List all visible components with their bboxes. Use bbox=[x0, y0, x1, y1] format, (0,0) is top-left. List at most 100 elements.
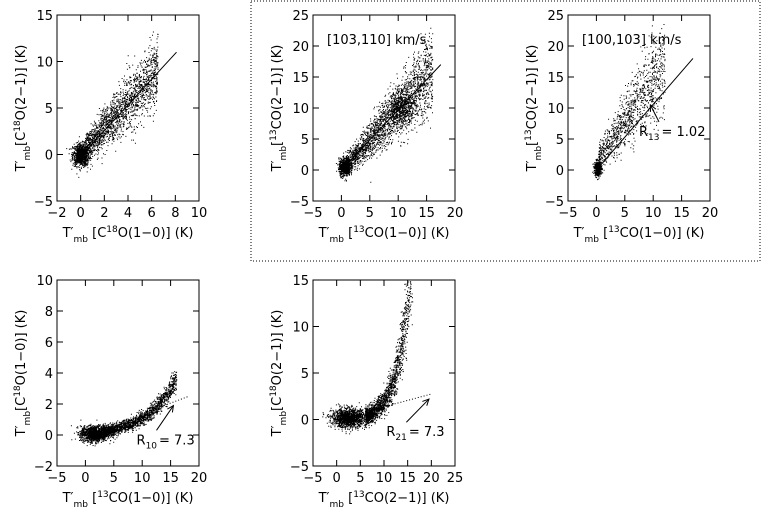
scatter-points bbox=[592, 24, 666, 181]
y-tick-label: 20 bbox=[292, 40, 309, 55]
y-tick-label: 10 bbox=[547, 102, 564, 117]
x-tick-label: 20 bbox=[702, 206, 719, 221]
scatter-points bbox=[70, 371, 178, 447]
x-tick-label: 6 bbox=[148, 206, 156, 221]
x-tick-label: 0 bbox=[77, 206, 85, 221]
y-tick-label: 10 bbox=[36, 56, 53, 71]
y-tick-label: 8 bbox=[45, 305, 53, 320]
fit-line bbox=[85, 396, 188, 436]
x-tick-label: 5 bbox=[110, 471, 118, 486]
y-tick-label: −5 bbox=[290, 195, 309, 210]
y-axis-label: T′mb[C18O(2−1)] (K) bbox=[13, 45, 33, 173]
ratio-label: R21 = 7.3 bbox=[386, 425, 444, 443]
x-axis-label: T′mb [C18O(1−0)] (K) bbox=[62, 225, 194, 245]
y-tick-label: 15 bbox=[36, 9, 53, 24]
scatter-point-cloud bbox=[335, 27, 434, 183]
ratio-arrow bbox=[649, 104, 660, 123]
x-tick-label: 8 bbox=[171, 206, 179, 221]
x-tick-label: 10 bbox=[376, 471, 393, 486]
x-tick-label: −5 bbox=[558, 206, 577, 221]
y-tick-label: −2 bbox=[34, 460, 53, 475]
x-tick-label: 15 bbox=[673, 206, 690, 221]
ratio-label: R10 = 7.3 bbox=[137, 433, 195, 451]
x-tick-label: 10 bbox=[390, 206, 407, 221]
velocity-range-label: [100,103] km/s bbox=[582, 33, 682, 48]
x-tick-label: 20 bbox=[447, 206, 464, 221]
x-tick-label: 10 bbox=[191, 206, 208, 221]
x-tick-label: 20 bbox=[423, 471, 440, 486]
x-tick-label: 4 bbox=[124, 206, 132, 221]
y-tick-label: 6 bbox=[45, 336, 53, 351]
y-tick-label: 2 bbox=[45, 398, 53, 413]
y-tick-label: 25 bbox=[547, 9, 564, 24]
ratio-arrow-head bbox=[422, 398, 430, 406]
y-tick-label: −5 bbox=[34, 195, 53, 210]
y-tick-label: 5 bbox=[301, 367, 309, 382]
x-tick-label: 5 bbox=[356, 471, 364, 486]
highlight-box bbox=[250, 0, 761, 262]
y-tick-label: 5 bbox=[556, 133, 564, 148]
x-tick-label: 0 bbox=[81, 471, 89, 486]
y-axis-label: T′mb[C18O(2−1)] (K) bbox=[269, 310, 289, 438]
x-tick-label: −5 bbox=[303, 471, 322, 486]
y-tick-label: 4 bbox=[45, 367, 53, 382]
ratio-arrow-head bbox=[649, 103, 657, 112]
scatter-points bbox=[322, 281, 414, 435]
x-axis-label: T′mb [13CO(1−0)] (K) bbox=[62, 490, 194, 510]
x-tick-label: 15 bbox=[399, 471, 416, 486]
velocity-range-label: [103,110] km/s bbox=[327, 33, 427, 48]
x-tick-label: 15 bbox=[162, 471, 179, 486]
x-tick-label: 15 bbox=[418, 206, 435, 221]
ratio-arrow-head bbox=[167, 404, 175, 413]
x-tick-label: 0 bbox=[337, 206, 345, 221]
y-axis-label: T′mb[C18O(1−0)] (K) bbox=[13, 310, 33, 438]
x-tick-label: 2 bbox=[100, 206, 108, 221]
ratio-arrow bbox=[156, 405, 174, 431]
y-tick-label: 10 bbox=[292, 321, 309, 336]
plot-frame bbox=[56, 14, 200, 202]
x-axis-label: T′mb [13CO(1−0)] (K) bbox=[573, 225, 705, 245]
fit-line bbox=[336, 393, 432, 420]
x-tick-label: −5 bbox=[303, 206, 322, 221]
x-tick-label: −2 bbox=[47, 206, 66, 221]
x-tick-label: 10 bbox=[134, 471, 151, 486]
y-axis-label: T′mb[13CO(2−1)] (K) bbox=[524, 45, 544, 173]
fit-line bbox=[341, 64, 442, 171]
scatter-points bbox=[66, 31, 159, 178]
x-tick-label: 25 bbox=[447, 471, 464, 486]
scatter-point-cloud bbox=[66, 31, 159, 178]
y-tick-label: 5 bbox=[301, 133, 309, 148]
y-tick-label: 25 bbox=[292, 9, 309, 24]
scatter-panel-4: −5 0 5 10 15 20 −2 0 2 4 6 8 10 T′mb [13CO(1−0)] (K) T… bbox=[13, 274, 207, 510]
x-tick-label: 5 bbox=[621, 206, 629, 221]
y-tick-label: 5 bbox=[45, 102, 53, 117]
scatter-panel-3: −5 0 5 10 15 20 −5 0 5 10 15 20 25 T′mb [13CO(1−0)] (… bbox=[524, 9, 718, 245]
y-tick-label: 20 bbox=[547, 40, 564, 55]
y-tick-label: 0 bbox=[301, 414, 309, 429]
y-tick-label: −5 bbox=[290, 460, 309, 475]
y-tick-label: 15 bbox=[547, 71, 564, 86]
y-tick-label: 15 bbox=[292, 274, 309, 289]
y-tick-label: 10 bbox=[292, 102, 309, 117]
y-tick-label: 15 bbox=[292, 71, 309, 86]
ratio-label: R13 = 1.02 bbox=[639, 125, 705, 143]
x-tick-label: 5 bbox=[366, 206, 374, 221]
x-tick-label: 0 bbox=[592, 206, 600, 221]
x-axis-label: T′mb [13CO(2−1)] (K) bbox=[318, 490, 450, 510]
ratio-arrow bbox=[406, 398, 430, 423]
scatter-point-cloud bbox=[322, 281, 414, 435]
scatter-points bbox=[335, 27, 434, 183]
x-tick-label: 10 bbox=[645, 206, 662, 221]
y-tick-label: 0 bbox=[301, 164, 309, 179]
fit-line bbox=[596, 58, 694, 171]
y-tick-label: 0 bbox=[45, 429, 53, 444]
x-tick-label: −5 bbox=[47, 471, 66, 486]
fit-line bbox=[74, 51, 177, 164]
x-tick-label: 0 bbox=[333, 471, 341, 486]
y-tick-label: −5 bbox=[545, 195, 564, 210]
x-tick-label: 20 bbox=[191, 471, 208, 486]
